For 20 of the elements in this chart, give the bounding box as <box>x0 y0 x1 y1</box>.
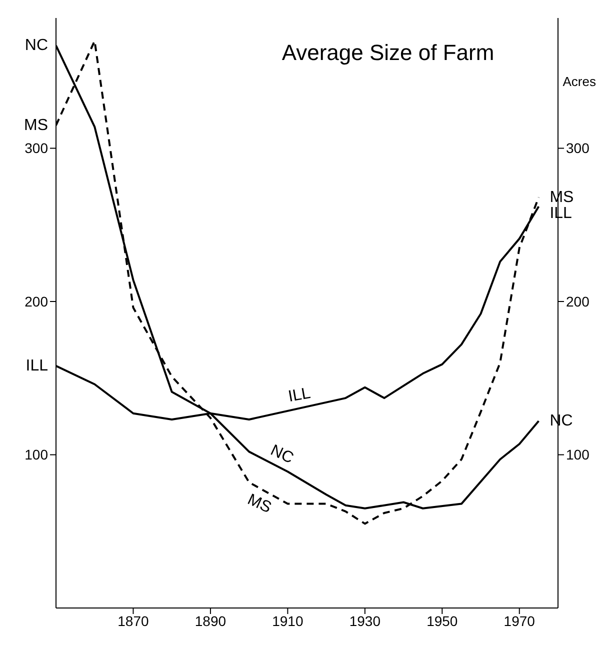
text: NC <box>24 37 48 54</box>
x-tick-label: 1950 <box>426 612 458 629</box>
text: Average Size of Farm <box>282 40 494 65</box>
text: MS <box>24 116 48 134</box>
x-tick-label: 1870 <box>118 612 150 629</box>
y-tick-label: 100 <box>24 446 48 463</box>
y2-tick-label: 100 <box>566 446 590 463</box>
text: ILL <box>26 357 48 374</box>
y2-axis-title: Acres <box>562 74 596 89</box>
y-tick-label: 200 <box>24 293 48 310</box>
y2-tick-label: 300 <box>566 140 590 156</box>
x-tick-label: 1930 <box>349 612 381 629</box>
text: MS <box>244 491 274 517</box>
y2-tick-label: 200 <box>566 293 590 310</box>
x-tick-label: 1890 <box>194 612 226 629</box>
text: ILL <box>287 384 312 406</box>
x-tick-label: 1910 <box>272 612 304 629</box>
x-tick-label: 1970 <box>504 612 536 629</box>
y-tick-label: 300 <box>24 140 48 156</box>
text: NC <box>268 442 296 468</box>
